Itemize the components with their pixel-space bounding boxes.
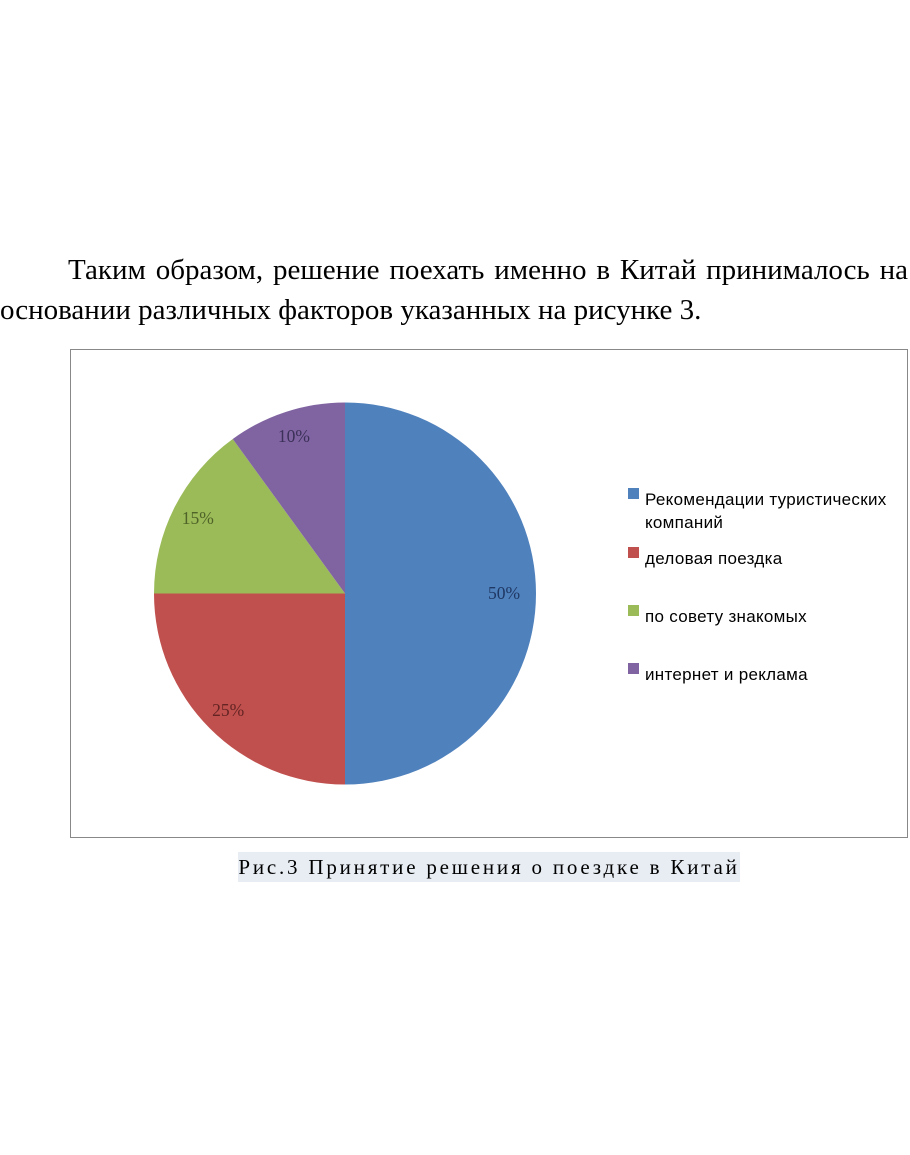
svg-text:15%: 15%	[182, 508, 214, 528]
svg-text:10%: 10%	[278, 426, 310, 446]
svg-text:50%: 50%	[488, 583, 520, 603]
svg-text:25%: 25%	[212, 700, 244, 720]
